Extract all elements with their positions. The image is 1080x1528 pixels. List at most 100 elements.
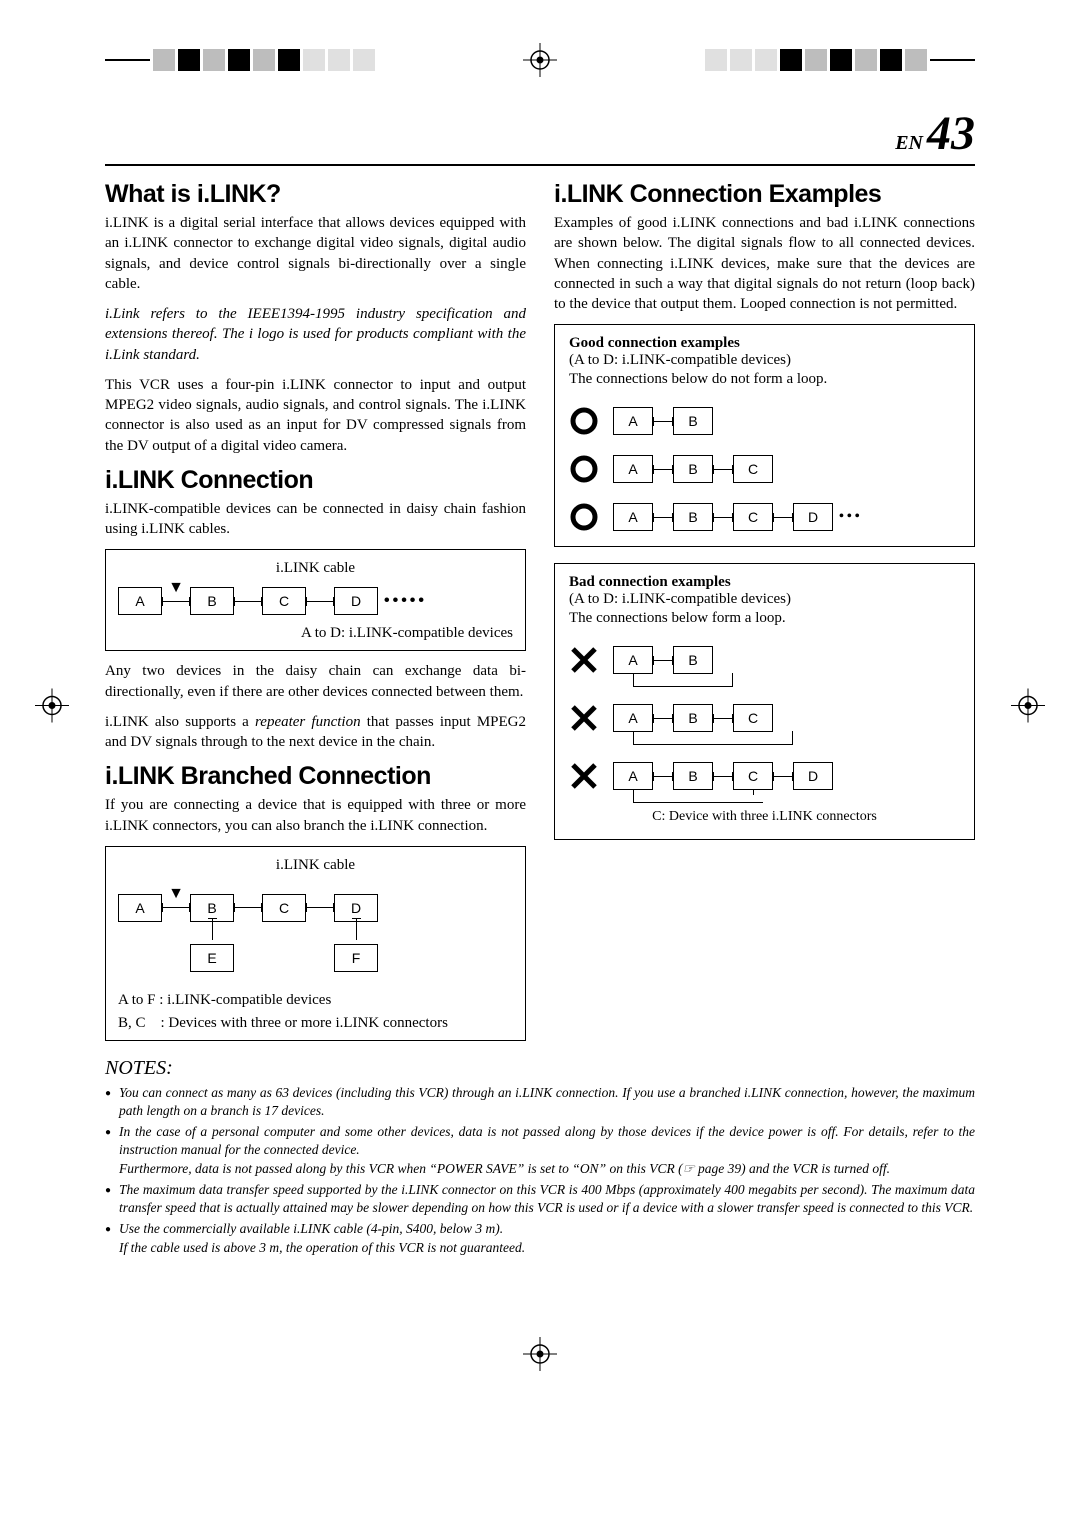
text: i.LINK also supports a bbox=[105, 714, 255, 730]
box-title: Good connection examples bbox=[569, 335, 960, 352]
node: A bbox=[613, 503, 653, 531]
box-sub: (A to D: i.LINK-compatible devices) bbox=[569, 591, 960, 608]
node: B bbox=[673, 503, 713, 531]
cable-icon bbox=[653, 517, 673, 518]
dots-icon: ••• bbox=[839, 509, 863, 525]
note-item: Use the commercially available i.LINK ca… bbox=[105, 1220, 975, 1256]
reg-right-icon bbox=[705, 49, 975, 71]
cable-icon bbox=[653, 660, 673, 661]
example-row: A B C D bbox=[569, 761, 960, 791]
para: i.LINK-compatible devices can be connect… bbox=[105, 499, 526, 540]
box-title: Bad connection examples bbox=[569, 574, 960, 591]
node: D bbox=[793, 762, 833, 790]
node: B bbox=[190, 587, 234, 615]
node: A bbox=[613, 407, 653, 435]
right-column: i.LINK Connection Examples Examples of g… bbox=[554, 180, 975, 1051]
note-item: In the case of a personal computer and s… bbox=[105, 1123, 975, 1178]
diagram-daisy-chain: i.LINK cable A ▼ B C D ••••• A to D: i.L… bbox=[105, 549, 526, 651]
diagram-caption: A to D: i.LINK-compatible devices bbox=[118, 625, 513, 642]
para: i.LINK also supports a repeater function… bbox=[105, 712, 526, 753]
para: This VCR uses a four-pin i.LINK connecto… bbox=[105, 375, 526, 456]
diagram-title: i.LINK cable bbox=[118, 857, 513, 874]
node: D bbox=[793, 503, 833, 531]
node: F bbox=[334, 944, 378, 972]
cable-icon: ▼ bbox=[162, 601, 190, 602]
cable-icon bbox=[212, 918, 213, 940]
good-mark-icon bbox=[569, 502, 599, 532]
cable-icon bbox=[306, 907, 334, 908]
page-header: EN 43 bbox=[105, 110, 975, 166]
node: C bbox=[733, 704, 773, 732]
dots-icon: ••••• bbox=[384, 592, 427, 610]
cable-icon bbox=[234, 601, 262, 602]
bad-mark-icon bbox=[569, 761, 599, 791]
node: D bbox=[334, 587, 378, 615]
heading-examples: i.LINK Connection Examples bbox=[554, 180, 975, 209]
good-examples-box: Good connection examples (A to D: i.LINK… bbox=[554, 324, 975, 547]
bad-mark-icon bbox=[569, 703, 599, 733]
bad-examples-box: Bad connection examples (A to D: i.LINK-… bbox=[554, 563, 975, 840]
box-sub: (A to D: i.LINK-compatible devices) bbox=[569, 352, 960, 369]
box-caption: C: Device with three i.LINK connectors bbox=[569, 809, 960, 825]
cable-icon bbox=[352, 918, 361, 919]
cable-icon: ▼ bbox=[162, 907, 190, 908]
reg-left-icon bbox=[105, 49, 375, 71]
node: A bbox=[613, 762, 653, 790]
example-row: A B C bbox=[569, 703, 960, 733]
notes-list: You can connect as many as 63 devices (i… bbox=[105, 1084, 975, 1257]
arrow-down-icon: ▼ bbox=[168, 885, 184, 903]
example-row: A B C bbox=[569, 454, 960, 484]
heading-what-is-ilink: What is i.LINK? bbox=[105, 180, 526, 209]
box-sub: The connections below form a loop. bbox=[569, 610, 960, 627]
page: EN 43 What is i.LINK? i.LINK is a digita… bbox=[105, 40, 975, 1376]
reg-side-left-icon bbox=[35, 688, 69, 727]
loop-icon bbox=[633, 731, 793, 745]
left-column: What is i.LINK? i.LINK is a digital seri… bbox=[105, 180, 526, 1051]
good-mark-icon bbox=[569, 406, 599, 436]
note-item: You can connect as many as 63 devices (i… bbox=[105, 1084, 975, 1120]
diagram-branched: i.LINK cable A ▼ B C D bbox=[105, 846, 526, 1041]
arrow-down-icon: ▼ bbox=[168, 579, 184, 597]
node: C bbox=[733, 762, 773, 790]
node: A bbox=[613, 455, 653, 483]
node: B bbox=[673, 455, 713, 483]
box-sub: The connections below do not form a loop… bbox=[569, 371, 960, 388]
page-lang: EN bbox=[895, 132, 923, 154]
node: B bbox=[673, 762, 713, 790]
cable-icon bbox=[234, 907, 262, 908]
heading-ilink-connection: i.LINK Connection bbox=[105, 466, 526, 495]
cable-icon bbox=[653, 718, 673, 719]
node: B bbox=[673, 704, 713, 732]
cable-icon bbox=[713, 718, 733, 719]
note-item: The maximum data transfer speed supporte… bbox=[105, 1181, 975, 1217]
node: C bbox=[733, 503, 773, 531]
notes-heading: NOTES: bbox=[105, 1057, 975, 1080]
example-row: A B bbox=[569, 406, 960, 436]
node: B bbox=[673, 646, 713, 674]
para: i.LINK is a digital serial interface tha… bbox=[105, 213, 526, 294]
cable-icon bbox=[713, 776, 733, 777]
diagram-note: A to F : i.LINK-compatible devices bbox=[118, 992, 513, 1009]
node: A bbox=[613, 704, 653, 732]
node: A bbox=[613, 646, 653, 674]
node: C bbox=[733, 455, 773, 483]
node: A bbox=[118, 894, 162, 922]
node: A bbox=[118, 587, 162, 615]
cable-icon bbox=[653, 469, 673, 470]
cable-icon bbox=[773, 517, 793, 518]
cable-icon bbox=[306, 601, 334, 602]
reg-bottom-icon bbox=[105, 1337, 975, 1376]
cable-icon bbox=[713, 469, 733, 470]
example-row: A B bbox=[569, 645, 960, 675]
para: Any two devices in the daisy chain can e… bbox=[105, 661, 526, 702]
loop-icon bbox=[633, 789, 763, 803]
bad-mark-icon bbox=[569, 645, 599, 675]
cable-icon bbox=[773, 776, 793, 777]
loop-stub-icon bbox=[753, 789, 754, 795]
heading-branched: i.LINK Branched Connection bbox=[105, 762, 526, 791]
example-row: A B C D ••• bbox=[569, 502, 960, 532]
cable-icon bbox=[356, 918, 357, 940]
page-number: 43 bbox=[927, 107, 975, 160]
cable-icon bbox=[653, 776, 673, 777]
para: If you are connecting a device that is e… bbox=[105, 795, 526, 836]
